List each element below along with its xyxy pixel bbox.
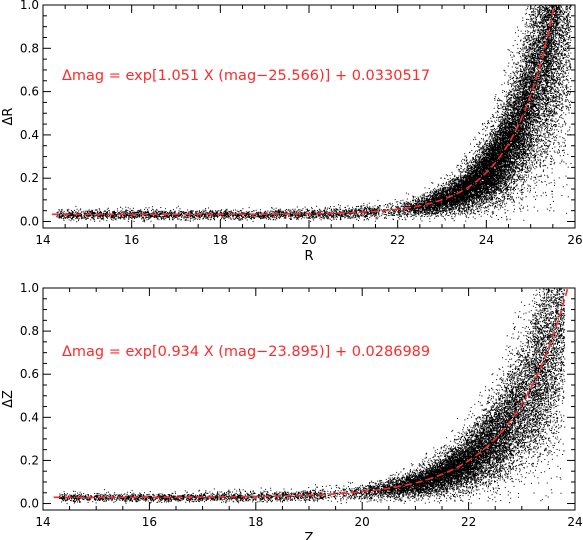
x-axis-label: R	[304, 249, 313, 264]
fit-curve	[53, 288, 569, 499]
fit-annotation: Δmag = exp[0.934 X (mag−23.895)] + 0.028…	[62, 344, 430, 360]
y-axis-label: ΔR	[1, 108, 16, 126]
x-tick-label: 22	[390, 233, 405, 247]
scatter-points	[56, 5, 572, 223]
y-tick-label: 0.2	[20, 171, 39, 185]
y-tick-label: 0.0	[20, 497, 39, 511]
y-tick-label: 0.6	[20, 367, 39, 381]
x-tick-label: 16	[142, 515, 157, 529]
y-axis-label: ΔZ	[1, 390, 16, 408]
y-tick-label: 0.4	[20, 128, 39, 142]
x-axis-label: Z	[305, 531, 314, 540]
y-tick-label: 0.8	[20, 324, 39, 338]
panel-r-band: 14 16 18 20 22 24 26 0.0 0.2 0.4 0.6 0.8 1.0 R ΔR Δmag …	[1, 0, 583, 264]
y-tick-label: 1.0	[20, 0, 39, 12]
y-tick-label: 1.0	[20, 281, 39, 295]
y-tick-label: 0.6	[20, 85, 39, 99]
x-tick-label: 16	[124, 233, 139, 247]
x-tick-label: 20	[301, 233, 316, 247]
fit-annotation: Δmag = exp[1.051 X (mag−25.566)] + 0.033…	[62, 68, 430, 84]
x-tick-label: 20	[355, 515, 370, 529]
x-tick-label: 24	[479, 233, 494, 247]
x-tick-label: 22	[461, 515, 476, 529]
y-tick-label: 0.2	[20, 453, 39, 467]
y-tick-label: 0.0	[20, 215, 39, 229]
y-tick-label: 0.8	[20, 41, 39, 55]
panel-z-band: 14 16 18 20 22 24 0.0 0.2 0.4 0.6 0.8 1.0 Z ΔZ Δmag = …	[1, 281, 583, 540]
x-tick-label: 18	[248, 515, 263, 529]
x-tick-label: 26	[567, 233, 582, 247]
x-tick-label: 14	[35, 515, 50, 529]
scatter-points	[59, 288, 566, 505]
x-tick-label: 18	[213, 233, 228, 247]
y-tick-label: 0.4	[20, 410, 39, 424]
x-tick-label: 24	[567, 515, 582, 529]
plot-frame	[42, 4, 576, 229]
x-tick-label: 14	[35, 233, 50, 247]
